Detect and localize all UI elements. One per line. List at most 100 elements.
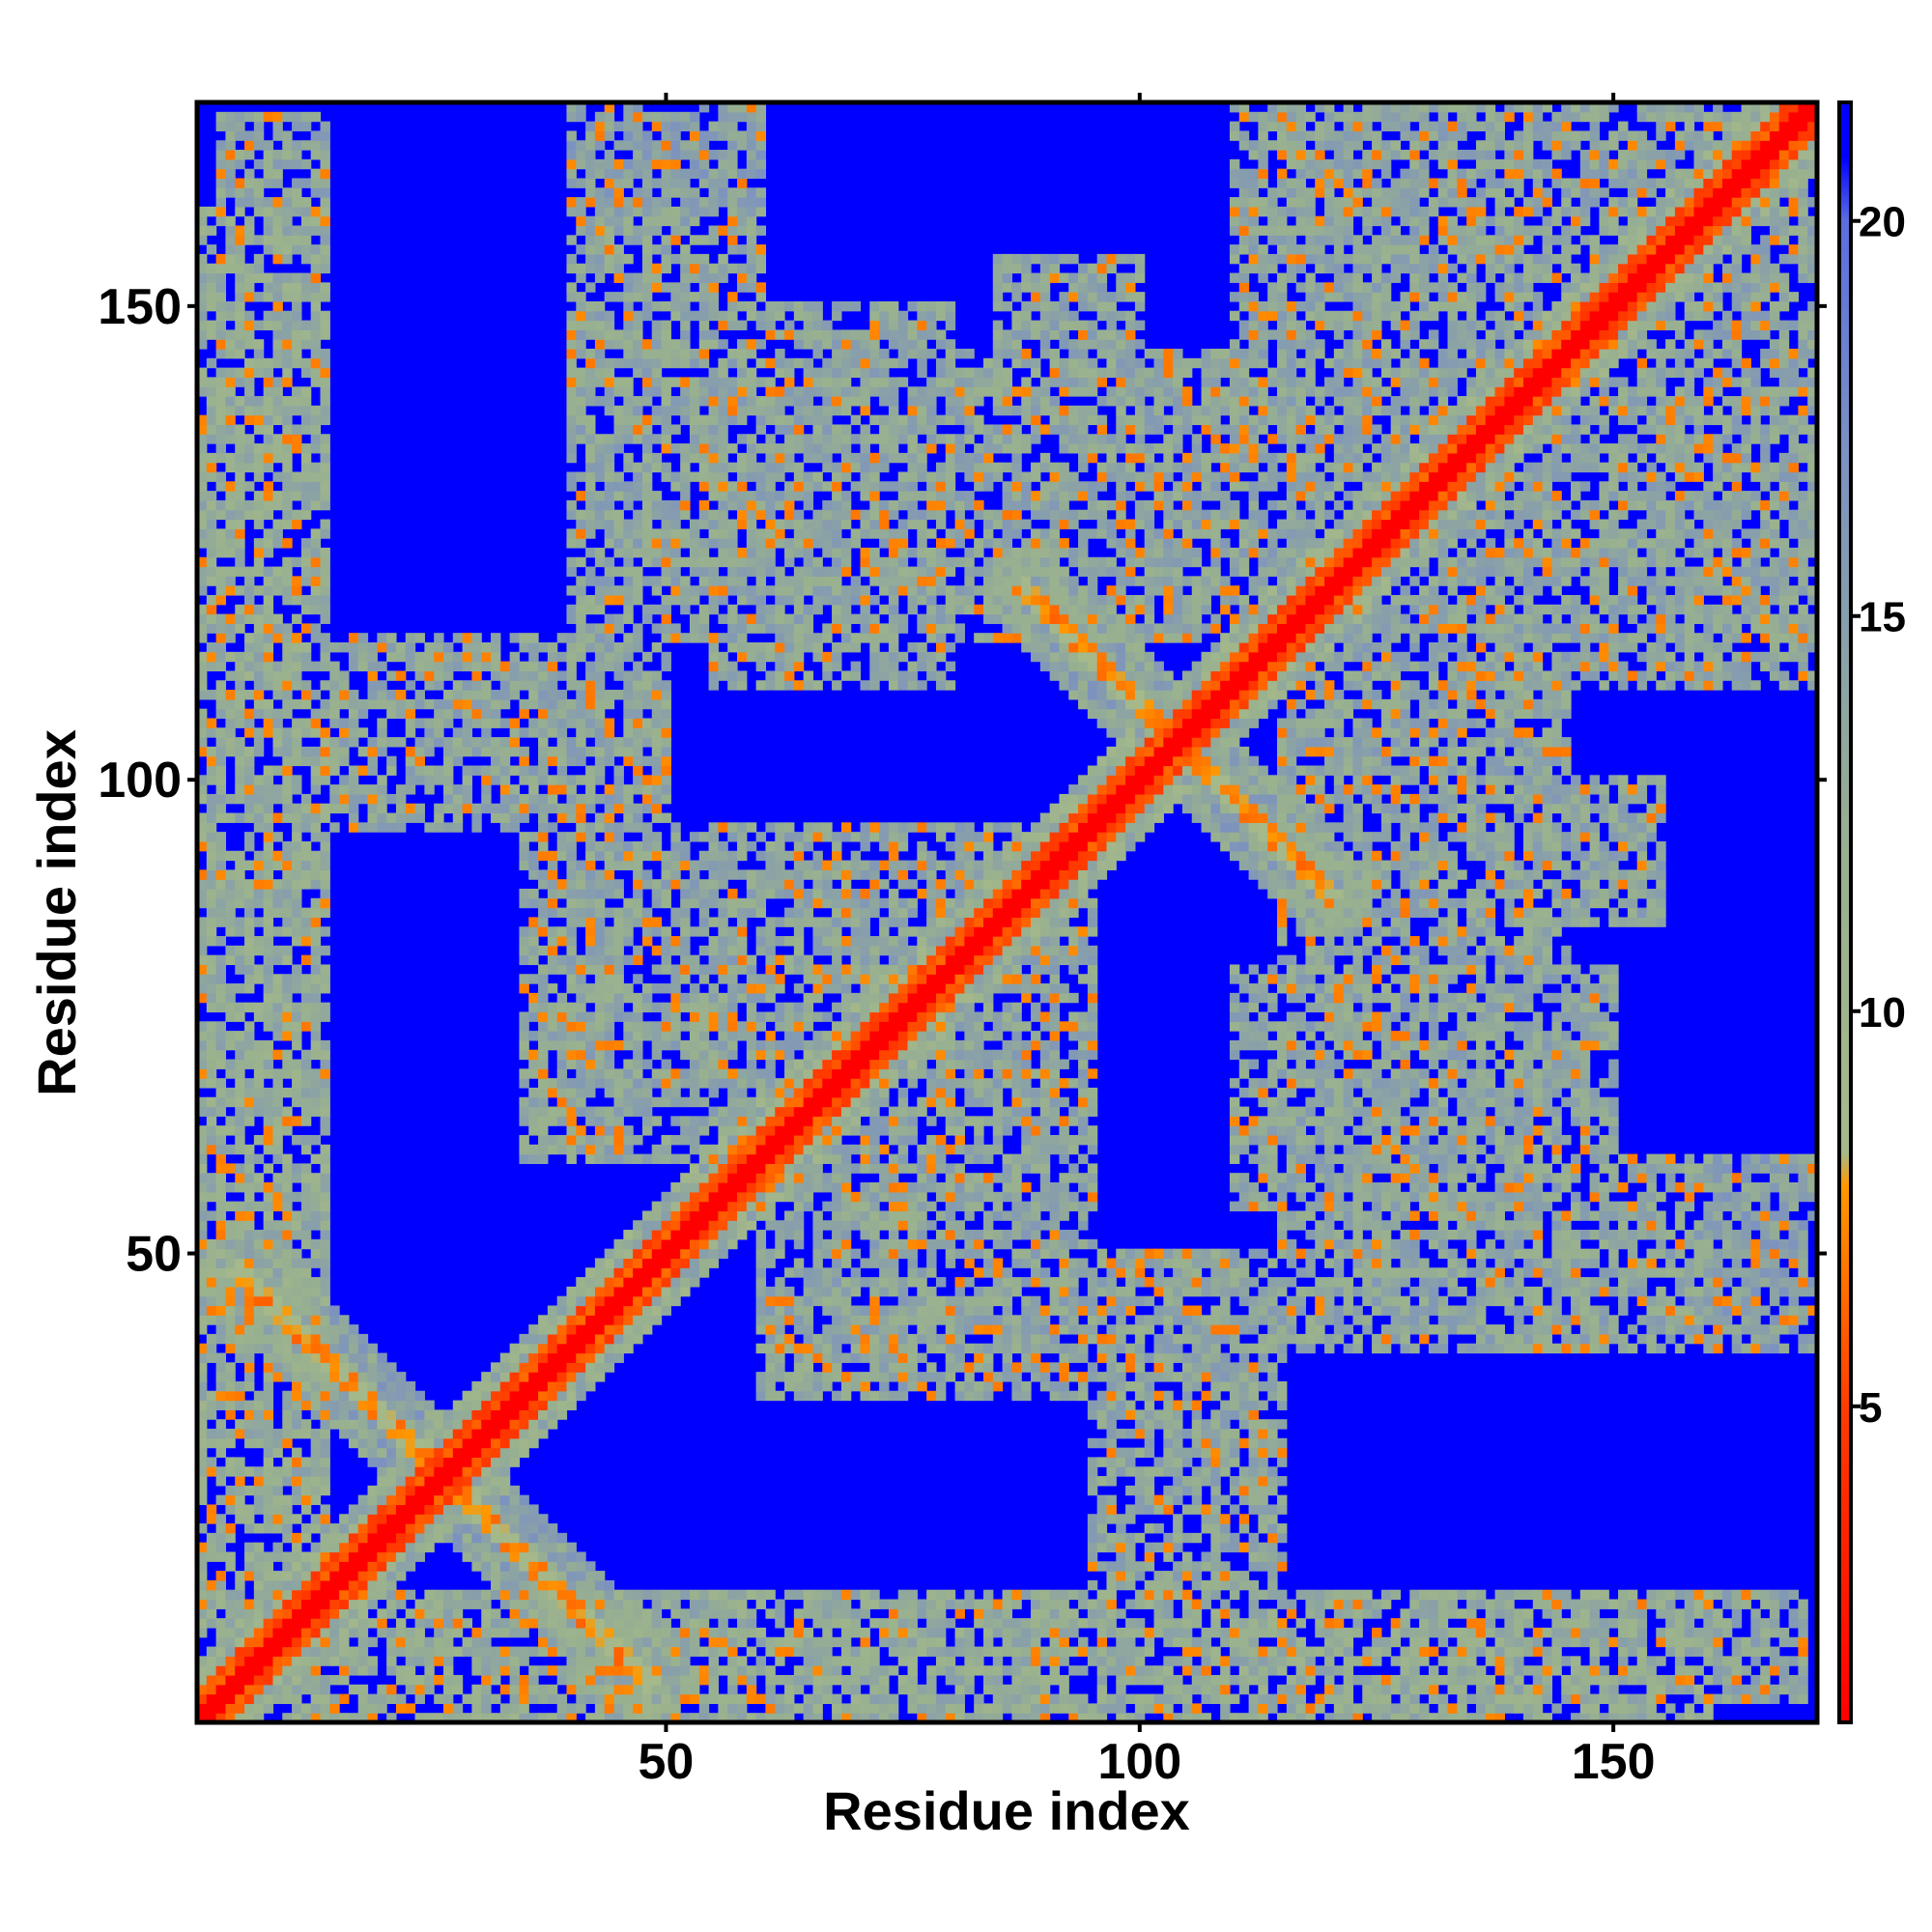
heatmap-cell xyxy=(613,225,624,236)
heatmap-cell xyxy=(594,556,606,568)
heatmap-cell xyxy=(519,1437,529,1449)
heatmap-cell xyxy=(225,310,236,322)
heatmap-cell xyxy=(641,168,653,180)
heatmap-cell xyxy=(253,263,265,274)
heatmap-cell xyxy=(708,197,719,208)
heatmap-cell xyxy=(670,1021,681,1032)
heatmap-cell xyxy=(253,633,265,643)
heatmap-cell xyxy=(528,1380,539,1392)
heatmap-cell xyxy=(633,102,643,113)
heatmap-cell xyxy=(292,964,302,975)
heatmap-cell xyxy=(718,1106,728,1117)
heatmap-cell xyxy=(225,1258,236,1268)
heatmap-cell xyxy=(538,1571,549,1581)
heatmap-cell xyxy=(263,481,274,492)
heatmap-cell xyxy=(292,509,302,521)
heatmap-cell xyxy=(471,633,482,643)
heatmap-cell xyxy=(282,272,293,283)
heatmap-cell xyxy=(329,793,340,805)
heatmap-cell xyxy=(708,604,719,615)
heatmap-cell xyxy=(235,499,245,511)
heatmap-cell xyxy=(215,1656,227,1666)
heatmap-cell xyxy=(386,1665,397,1676)
heatmap-cell xyxy=(272,1362,283,1373)
heatmap-cell xyxy=(292,386,302,397)
heatmap-cell xyxy=(348,1352,359,1363)
heatmap-cell xyxy=(244,339,255,350)
heatmap-cell xyxy=(263,1380,274,1392)
heatmap-cell xyxy=(698,832,710,842)
heatmap-cell xyxy=(556,879,568,890)
heatmap-cell xyxy=(292,320,302,330)
heatmap-cell xyxy=(272,1599,283,1609)
heatmap-cell xyxy=(395,803,407,814)
heatmap-cell xyxy=(623,897,634,909)
heatmap-cell xyxy=(499,746,511,757)
heatmap-cell xyxy=(197,1447,208,1459)
heatmap-cell xyxy=(225,1656,236,1666)
heatmap-cell xyxy=(348,812,359,823)
heatmap-cell xyxy=(206,1684,217,1695)
heatmap-cell xyxy=(310,443,322,454)
heatmap-cell xyxy=(576,576,586,586)
heatmap-cell xyxy=(556,832,568,842)
heatmap-cell xyxy=(320,1125,330,1136)
heatmap-cell xyxy=(300,329,312,340)
heatmap-cell xyxy=(519,1713,529,1723)
heatmap-cell xyxy=(367,1409,378,1420)
heatmap-cell xyxy=(566,1315,577,1325)
heatmap-cell xyxy=(263,1466,274,1477)
heatmap-cell xyxy=(300,386,312,397)
heatmap-cell xyxy=(481,737,492,748)
heatmap-cell xyxy=(491,1514,501,1524)
heatmap-cell xyxy=(623,642,634,653)
heatmap-cell xyxy=(698,1267,710,1278)
heatmap-cell xyxy=(613,1125,624,1136)
heatmap-cell xyxy=(310,1579,322,1591)
heatmap-cell xyxy=(442,803,454,814)
heatmap-cell xyxy=(452,1599,464,1609)
heatmap-cell xyxy=(339,1674,350,1686)
heatmap-cell xyxy=(576,528,586,539)
heatmap-cell xyxy=(292,1494,302,1506)
heatmap-cell xyxy=(680,1665,691,1676)
heatmap-cell xyxy=(509,1684,521,1695)
heatmap-cell xyxy=(215,1049,227,1061)
heatmap-cell xyxy=(253,680,265,691)
heatmap-cell xyxy=(633,1068,643,1079)
heatmap-cell xyxy=(263,1144,274,1155)
heatmap-cell xyxy=(225,1068,236,1079)
heatmap-cell xyxy=(698,1011,710,1022)
heatmap-cell xyxy=(272,1230,283,1240)
heatmap-cell xyxy=(566,1703,577,1714)
heatmap-cell xyxy=(623,1324,634,1335)
heatmap-cell xyxy=(282,860,293,870)
heatmap-cell xyxy=(367,1514,378,1524)
heatmap-cell xyxy=(405,1561,416,1572)
heatmap-cell xyxy=(641,462,653,473)
heatmap-cell xyxy=(481,746,492,757)
heatmap-cell xyxy=(528,1372,539,1382)
heatmap-cell xyxy=(528,1428,539,1439)
heatmap-cell xyxy=(509,812,521,823)
heatmap-cell xyxy=(292,310,302,322)
heatmap-cell xyxy=(623,121,634,132)
heatmap-cell xyxy=(282,111,293,123)
heatmap-cell xyxy=(377,1400,387,1410)
heatmap-cell xyxy=(263,1523,274,1534)
heatmap-cell xyxy=(499,784,511,795)
heatmap-cell xyxy=(594,1599,606,1609)
heatmap-cell xyxy=(651,1039,663,1051)
heatmap-cell xyxy=(689,1096,700,1108)
heatmap-cell xyxy=(424,651,435,663)
heatmap-cell xyxy=(282,661,293,672)
heatmap-cell xyxy=(594,1333,606,1345)
heatmap-cell xyxy=(566,1390,577,1402)
heatmap-cell xyxy=(594,698,606,710)
heatmap-cell xyxy=(670,1201,681,1212)
heatmap-cell xyxy=(282,1476,293,1487)
heatmap-cell xyxy=(405,727,416,738)
heatmap-cell xyxy=(235,1049,245,1061)
heatmap-cell xyxy=(604,499,615,511)
heatmap-cell xyxy=(708,869,719,880)
